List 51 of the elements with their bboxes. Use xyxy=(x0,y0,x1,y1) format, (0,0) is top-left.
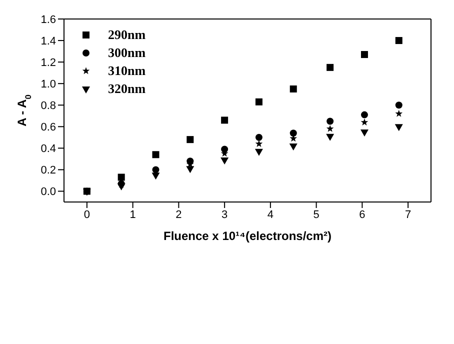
y-tick-label: 0.4 xyxy=(40,143,56,156)
y-tick-label: 1.0 xyxy=(40,78,56,90)
y-tick-label: 1.6 xyxy=(40,14,56,26)
point xyxy=(326,134,334,141)
point xyxy=(221,146,228,153)
x-tick-label: 0 xyxy=(84,208,90,221)
point xyxy=(254,148,263,156)
x-tick-label: 1 xyxy=(130,208,136,221)
legend-label: 320nm xyxy=(108,81,146,97)
x-tick-label: 2 xyxy=(176,208,182,221)
point xyxy=(255,98,262,106)
legend-label: 290nm xyxy=(108,27,146,43)
point xyxy=(326,124,334,132)
y-tick-label: 0.6 xyxy=(40,122,56,134)
point xyxy=(186,158,194,165)
legend-label: 300nm xyxy=(108,45,146,61)
point xyxy=(395,37,402,44)
point xyxy=(394,124,403,132)
point xyxy=(186,166,194,174)
point xyxy=(360,118,368,126)
point xyxy=(290,130,297,137)
point xyxy=(326,118,334,125)
y-tick-label: 0.2 xyxy=(40,164,56,177)
x-tick-label: 6 xyxy=(359,208,366,221)
y-tick-label: 1.2 xyxy=(40,56,56,69)
x-tick-label: 7 xyxy=(405,208,412,221)
y-tick-label: 1.4 xyxy=(40,35,56,48)
point xyxy=(360,51,368,58)
x-tick-label: 3 xyxy=(222,208,228,221)
x-tick-label: 4 xyxy=(267,208,274,221)
point xyxy=(395,102,402,109)
point xyxy=(221,116,228,124)
point xyxy=(152,172,160,180)
point xyxy=(255,140,263,147)
point xyxy=(118,174,125,181)
point xyxy=(360,130,368,137)
point xyxy=(255,134,262,141)
x-tick-label: 5 xyxy=(313,208,320,221)
point xyxy=(289,144,298,151)
x-axis-title: Fluence x 10¹⁴(electrons/cm²) xyxy=(164,229,332,243)
point xyxy=(152,151,160,158)
point xyxy=(220,158,229,165)
point xyxy=(186,136,194,144)
point xyxy=(290,85,297,92)
point xyxy=(360,111,368,118)
point xyxy=(152,166,160,174)
point xyxy=(395,110,403,117)
y-tick-label: 0.0 xyxy=(40,186,56,198)
y-tick-label: 0.8 xyxy=(40,100,56,112)
legend-label: 310nm xyxy=(108,63,146,79)
point xyxy=(326,64,334,71)
